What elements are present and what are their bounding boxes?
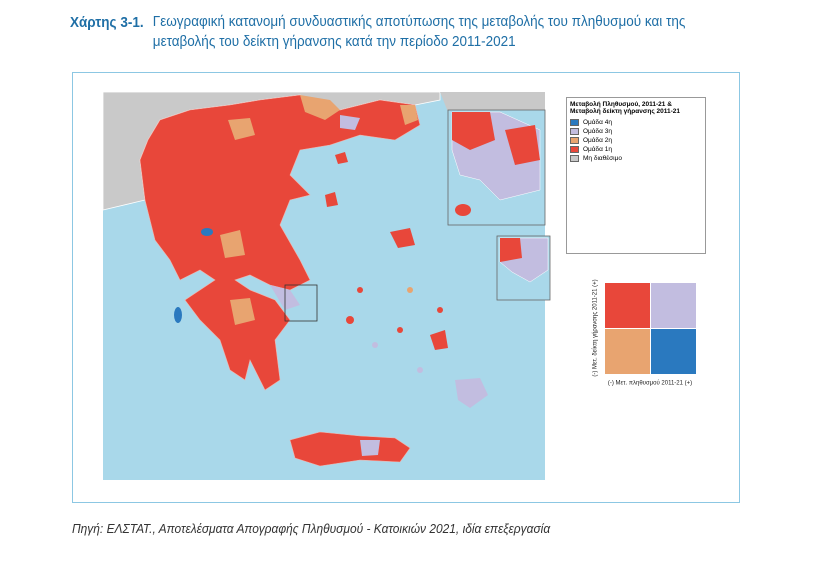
- island: [417, 367, 423, 373]
- legend: Μεταβολή Πληθυσμού, 2011-21 & Μεταβολή δ…: [566, 97, 706, 254]
- island: [455, 378, 488, 408]
- legend-swatch: [570, 137, 579, 144]
- legend-title: Μεταβολή Πληθυσμού, 2011-21 & Μεταβολή δ…: [570, 101, 680, 115]
- region: [300, 95, 340, 120]
- legend-item: Ομάδα 4η: [570, 119, 702, 126]
- bivariate-cell: [651, 329, 696, 374]
- source: Πηγή: ΕΛΣΤΑΤ., Αποτελέσματα Απογραφής Πλ…: [72, 521, 551, 536]
- island: [335, 152, 348, 164]
- mainland: [139, 94, 421, 391]
- legend-label: Μη διαθέσιμο: [583, 155, 622, 162]
- inset-region: [500, 238, 522, 262]
- lake: [201, 228, 213, 236]
- legend-item: Ομάδα 1η: [570, 146, 702, 153]
- legend-swatch: [570, 128, 579, 135]
- region: [400, 105, 418, 125]
- legend-label: Ομάδα 4η: [583, 119, 612, 126]
- island: [174, 307, 182, 323]
- island: [407, 287, 413, 293]
- legend-swatch: [570, 119, 579, 126]
- legend-label: Ομάδα 2η: [583, 137, 612, 144]
- legend-item: Ομάδα 3η: [570, 128, 702, 135]
- neighbor-land: [440, 92, 545, 112]
- island: [372, 342, 378, 348]
- island: [325, 192, 338, 207]
- title-text: Γεωγραφική κατανομή συνδυαστικής αποτύπω…: [152, 13, 686, 50]
- legend-swatch: [570, 155, 579, 162]
- region: [360, 440, 380, 456]
- title: Χάρτης 3-1. Γεωγραφική κατανομή συνδυαστ…: [70, 13, 693, 52]
- inset-marker: [284, 284, 318, 322]
- title-label: Χάρτης 3-1.: [70, 14, 144, 31]
- legend-label: Ομάδα 1η: [583, 146, 612, 153]
- inset-island: [455, 204, 471, 216]
- legend-item: Μη διαθέσιμο: [570, 155, 702, 162]
- island: [390, 228, 415, 248]
- legend-swatch: [570, 146, 579, 153]
- island: [430, 330, 448, 350]
- region: [220, 230, 245, 258]
- frame: [72, 72, 740, 503]
- island: [346, 316, 354, 324]
- bivariate-x-label: (-) Μετ. πληθυσμού 2011-21 (+): [608, 381, 692, 387]
- bivariate-cell: [651, 283, 696, 328]
- island: [437, 307, 443, 313]
- region: [230, 298, 255, 325]
- legend-item: Ομάδα 2η: [570, 137, 702, 144]
- inset-region: [505, 125, 540, 165]
- island: [397, 327, 403, 333]
- legend-label: Ομάδα 3η: [583, 128, 612, 135]
- crete: [289, 431, 411, 467]
- bivariate-cell: [605, 283, 650, 328]
- region: [228, 118, 255, 140]
- inset-region: [452, 112, 495, 150]
- bivariate-y-label: (-) Μετ. δείκτη γήρανσης 2011-21 (+): [592, 279, 599, 376]
- island: [357, 287, 363, 293]
- bivariate-cell: [605, 329, 650, 374]
- region: [340, 115, 360, 130]
